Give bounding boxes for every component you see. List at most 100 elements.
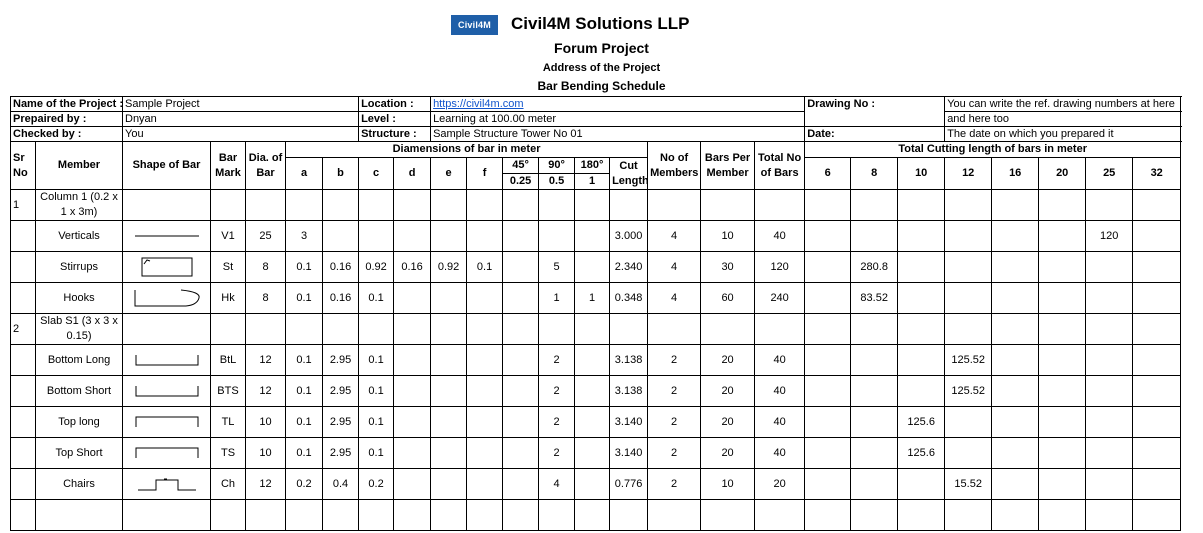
cutting-length-cell[interactable] <box>1132 344 1182 376</box>
bend-cell[interactable] <box>574 220 611 252</box>
dim-cell[interactable] <box>321 313 360 345</box>
cutting-length-cell[interactable] <box>944 282 993 314</box>
dim-cell[interactable] <box>358 220 395 252</box>
dim-cell[interactable]: 3 <box>285 220 323 252</box>
dia-cell[interactable]: 8 <box>245 282 286 314</box>
cutting-length-cell[interactable] <box>897 282 946 314</box>
cutting-length-cell[interactable] <box>850 220 899 252</box>
cut-length-cell[interactable]: 0.776 <box>609 468 649 500</box>
member-cell[interactable]: Top long <box>35 406 123 438</box>
sr-no-cell[interactable] <box>10 468 36 500</box>
dim-cell[interactable]: 0.1 <box>358 375 395 407</box>
dim-cell[interactable] <box>466 189 504 221</box>
dim-cell[interactable]: 2.95 <box>321 437 360 469</box>
cutting-length-cell[interactable] <box>1038 406 1087 438</box>
total-bars-cell[interactable]: 240 <box>754 282 806 314</box>
dim-cell[interactable] <box>466 313 504 345</box>
dim-cell[interactable] <box>393 344 432 376</box>
no-members-cell[interactable]: 4 <box>647 282 702 314</box>
structure-value[interactable]: Sample Structure Tower No 01 <box>430 126 806 142</box>
total-bars-cell[interactable]: 40 <box>754 437 806 469</box>
dim-cell[interactable]: 0.92 <box>358 251 395 283</box>
prepared-by-value[interactable]: Dnyan <box>121 111 360 127</box>
bend-cell[interactable]: 2 <box>538 406 576 438</box>
dim-cell[interactable]: 0.16 <box>321 282 360 314</box>
bend-cell[interactable] <box>538 220 576 252</box>
dim-cell[interactable] <box>393 468 432 500</box>
bar-mark-cell[interactable]: TS <box>210 437 246 469</box>
dim-cell[interactable]: 0.1 <box>358 406 395 438</box>
bar-mark-cell[interactable]: Ch <box>210 468 246 500</box>
dia-cell[interactable]: 10 <box>245 437 286 469</box>
cutting-length-cell[interactable] <box>1085 437 1134 469</box>
dia-cell[interactable]: 10 <box>245 406 286 438</box>
dim-cell[interactable] <box>430 220 468 252</box>
cutting-length-cell[interactable] <box>944 220 993 252</box>
cutting-length-cell[interactable] <box>804 437 852 469</box>
dim-cell[interactable]: 0.1 <box>285 282 323 314</box>
cutting-length-cell[interactable]: 120 <box>1085 220 1134 252</box>
cutting-length-cell[interactable] <box>850 468 899 500</box>
date-value[interactable]: The date on which you prepared it <box>944 126 1182 142</box>
bend-cell[interactable] <box>574 468 611 500</box>
bars-per-member-cell[interactable]: 60 <box>700 282 756 314</box>
member-cell[interactable]: Stirrups <box>35 251 123 283</box>
member-cell[interactable]: Column 1 (0.2 x 1 x 3m) <box>35 189 123 221</box>
no-members-cell[interactable]: 2 <box>647 344 702 376</box>
cutting-length-cell[interactable] <box>944 189 993 221</box>
dim-cell[interactable] <box>430 468 468 500</box>
dim-cell[interactable]: 0.2 <box>358 468 395 500</box>
dim-cell[interactable] <box>466 344 504 376</box>
drawing-no-value-2[interactable]: and here too <box>944 111 1182 127</box>
dim-cell[interactable] <box>393 189 432 221</box>
dim-cell[interactable]: 0.16 <box>321 251 360 283</box>
sr-no-cell[interactable] <box>10 251 36 283</box>
empty-cell[interactable] <box>609 499 649 531</box>
no-members-cell[interactable]: 4 <box>647 251 702 283</box>
dim-cell[interactable] <box>430 282 468 314</box>
cutting-length-cell[interactable] <box>1038 251 1087 283</box>
empty-cell[interactable] <box>850 499 899 531</box>
dim-cell[interactable]: 0.1 <box>358 282 395 314</box>
member-cell[interactable]: Hooks <box>35 282 123 314</box>
cutting-length-cell[interactable] <box>1038 468 1087 500</box>
dim-cell[interactable] <box>393 375 432 407</box>
bend-cell[interactable] <box>502 375 540 407</box>
cutting-length-cell[interactable] <box>804 344 852 376</box>
cutting-length-cell[interactable] <box>897 313 946 345</box>
cutting-length-cell[interactable] <box>1038 437 1087 469</box>
bend-cell[interactable] <box>574 375 611 407</box>
dim-cell[interactable] <box>393 220 432 252</box>
cutting-length-cell[interactable] <box>944 437 993 469</box>
sr-no-cell[interactable]: 2 <box>10 313 36 345</box>
bars-per-member-cell[interactable] <box>700 313 756 345</box>
cut-length-cell[interactable]: 0.348 <box>609 282 649 314</box>
bend-cell[interactable] <box>574 406 611 438</box>
cutting-length-cell[interactable] <box>991 437 1040 469</box>
bars-per-member-cell[interactable]: 10 <box>700 220 756 252</box>
empty-cell[interactable] <box>430 499 468 531</box>
cutting-length-cell[interactable] <box>804 313 852 345</box>
bars-per-member-cell[interactable]: 20 <box>700 406 756 438</box>
bend-cell[interactable]: 4 <box>538 468 576 500</box>
empty-cell[interactable] <box>122 499 211 531</box>
dim-cell[interactable]: 0.1 <box>285 406 323 438</box>
location-link[interactable]: https://civil4m.com <box>433 98 524 110</box>
total-bars-cell[interactable]: 40 <box>754 406 806 438</box>
dim-cell[interactable] <box>393 437 432 469</box>
bend-cell[interactable]: 2 <box>538 375 576 407</box>
total-bars-cell[interactable]: 40 <box>754 375 806 407</box>
cutting-length-cell[interactable] <box>991 220 1040 252</box>
cutting-length-cell[interactable] <box>1085 282 1134 314</box>
bend-cell[interactable] <box>574 251 611 283</box>
bend-cell[interactable] <box>502 437 540 469</box>
dim-cell[interactable] <box>430 406 468 438</box>
cut-length-cell[interactable]: 3.140 <box>609 406 649 438</box>
dim-cell[interactable] <box>466 220 504 252</box>
cutting-length-cell[interactable] <box>1132 437 1182 469</box>
cutting-length-cell[interactable] <box>1132 406 1182 438</box>
no-members-cell[interactable] <box>647 189 702 221</box>
dia-cell[interactable]: 8 <box>245 251 286 283</box>
cutting-length-cell[interactable] <box>1132 189 1182 221</box>
sr-no-cell[interactable]: 1 <box>10 189 36 221</box>
